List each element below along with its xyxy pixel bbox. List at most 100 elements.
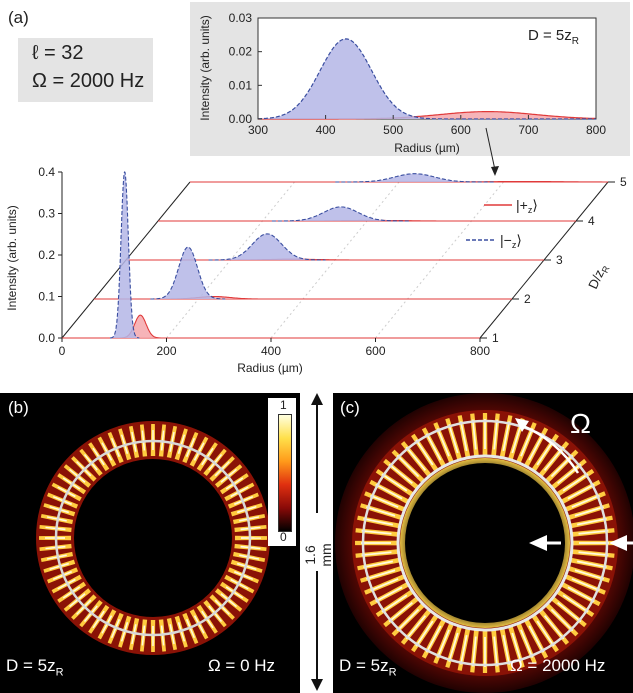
panel-c-fringe-core: [528, 625, 545, 653]
main-z-tick-label: 1: [492, 331, 499, 345]
omega-value: Ω = 2000 Hz: [32, 70, 145, 92]
z-axis-label-text: D/z: [585, 267, 607, 291]
panel-c-fringe-core: [502, 421, 511, 451]
main-y-tick-label: 0.3: [38, 207, 55, 221]
panel-c-omega: Ω = 2000 Hz: [510, 656, 606, 675]
panel-c-fringe-core: [370, 494, 399, 508]
main-x-tick-label: 200: [156, 344, 176, 358]
scale-bar: [311, 393, 323, 691]
slice-2-minus-line: [150, 246, 226, 300]
legend-plus-label: |+z⟩: [516, 197, 538, 215]
panel-b-distance-sub: R: [55, 666, 64, 679]
panel-c-fringe-core: [520, 629, 534, 658]
panel-b-label: (b): [8, 398, 29, 417]
rotation-arrow-arc: [520, 423, 580, 474]
panel-b-distance: D = 5zR: [6, 656, 64, 678]
main-x-tick-label: 0: [59, 344, 66, 358]
slice-1-plus-fill: [117, 315, 164, 338]
main-x-tick-label: 400: [261, 344, 281, 358]
panel-b-image: [0, 393, 300, 693]
inset-x-axis-label: Radius (µm): [394, 141, 460, 155]
panel-b-reference-circle: [54, 439, 252, 637]
scale-bar-up-arrowhead: [311, 393, 323, 405]
panel-c-fringe-core: [578, 551, 609, 556]
inset-y-tick-label: 0.01: [229, 78, 253, 92]
inset-x-tick-label: 500: [383, 123, 403, 137]
panel-c-fringe-core: [536, 439, 555, 466]
ell-value: ℓ = 32: [32, 42, 84, 64]
colorbar-min: 0: [280, 530, 287, 544]
panel-c-fringe-core: [361, 542, 392, 544]
main-waterfall-chart: 0 200 400 600 800 0.0 0.1 0.2 0.3 0.4 1 2 3 4 5 Radi…: [5, 165, 627, 375]
panel-c-fringe-core: [436, 428, 450, 457]
main-z-tick-label: 5: [620, 175, 627, 189]
panel-b-distance-text: D = 5z: [6, 656, 56, 675]
colorbar-max: 1: [280, 398, 287, 412]
slice-4-minus-fill: [271, 206, 410, 221]
inset-y-tick-label: 0.02: [229, 45, 253, 59]
slice-5-minus-line: [335, 173, 495, 183]
panel-c-fringe-core: [567, 483, 595, 500]
main-y-axis-label: Intensity (arb. units): [5, 205, 19, 310]
legend-plus-close: ⟩: [532, 197, 537, 213]
legend: |+z⟩ |−z⟩: [466, 197, 538, 250]
main-x-tick-label: 600: [365, 344, 385, 358]
rotation-symbol: Ω: [570, 408, 591, 439]
main-z-tick-label: 4: [588, 214, 595, 228]
main-y-tick-label: 0.1: [38, 290, 55, 304]
legend-minus-close: ⟩: [516, 232, 521, 248]
panel-c-fringe-core: [405, 615, 427, 640]
panel-c-fringe-core: [502, 635, 511, 665]
panel-c-image: [333, 393, 633, 693]
inner-width-marker: [529, 535, 547, 551]
panel-c-fringe-core: [459, 635, 468, 665]
panel-b-omega: Ω = 0 Hz: [208, 656, 276, 675]
legend-minus-label: |−z⟩: [500, 232, 522, 250]
panel-c-fringe-core: [381, 594, 408, 613]
main-y-tick-label: 0.0: [38, 331, 55, 345]
outer-width-marker: [609, 535, 627, 551]
panel-c-fringe-core: [484, 636, 486, 667]
panel-c-fringe-core: [528, 433, 545, 461]
colorbar-gradient: [278, 414, 292, 532]
inset-x-tick-label: 800: [586, 123, 606, 137]
inset-title-sub: R: [572, 36, 579, 47]
panel-c-dark-core: [405, 463, 565, 623]
panel-c-fringe-core: [543, 615, 565, 640]
panel-c-fringe-core: [448, 424, 459, 454]
inset-x-tick-label: 300: [248, 123, 268, 137]
panel-c-fringe-core: [405, 446, 427, 471]
panel-c-fringe-core: [366, 569, 396, 580]
panel-c-fringe-core: [363, 560, 393, 569]
rotation-arrow-head: [515, 418, 529, 432]
legend-minus-text: |−: [500, 232, 512, 248]
scale-bar-down-arrowhead: [311, 679, 323, 691]
panel-c-distance: D = 5zR: [339, 656, 397, 678]
panel-c-fringe-core: [536, 620, 555, 647]
panel-c-fringe-core: [484, 419, 486, 450]
panel-c-fringe-core: [571, 494, 600, 508]
panel-c-fringe-core: [361, 530, 392, 535]
panel-c-fringe-core: [578, 530, 609, 535]
panel-c-fringe-core: [472, 636, 477, 667]
inset-chart: 300 400 500 600 700 800 0.00 0.01 0.02 0.03 Radi…: [198, 11, 606, 155]
panel-c-fringe-core: [381, 473, 408, 492]
panel-c-fringe-core: [472, 419, 477, 450]
z-axis-label-sub: R: [600, 264, 612, 275]
panel-c-distance-sub: R: [388, 666, 397, 679]
inset-minus-fill: [258, 38, 596, 119]
legend-minus-sub: z: [512, 240, 517, 250]
main-z-tick-label: 3: [556, 253, 563, 267]
panel-c-fringe-core: [388, 601, 413, 623]
panel-c-fringe-core: [493, 419, 498, 450]
panel-c-fringe-core: [366, 506, 396, 517]
panel-c-ring-pattern: [352, 410, 618, 676]
panel-c-outer-reference-circle: [361, 419, 609, 667]
inset-x-tick-label: 400: [316, 123, 336, 137]
inset-y-tick-label: 0.00: [229, 112, 253, 126]
inset-x-tick-label: 600: [451, 123, 471, 137]
panel-c-fringe-core: [562, 473, 589, 492]
panel-c-fringe-core: [388, 463, 413, 485]
panel-c-fringe-core: [425, 433, 442, 461]
inset-pointer-line: [485, 127, 496, 171]
